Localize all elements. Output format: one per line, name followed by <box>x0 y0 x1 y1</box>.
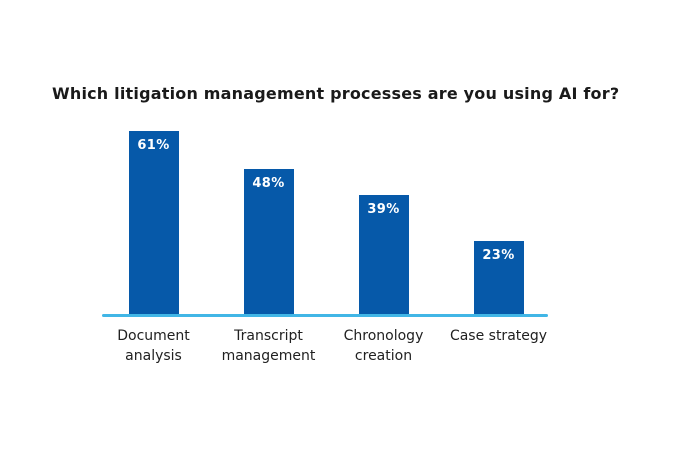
bar-document-analysis: 61% <box>128 131 179 316</box>
bar-value-label: 61% <box>137 138 170 153</box>
bar-column: 39% <box>326 100 441 316</box>
category-label-transcript-management: Transcript management <box>221 328 316 365</box>
bar-value-label: 23% <box>482 248 515 263</box>
bar-value-label: 48% <box>252 176 285 191</box>
category-axis-labels: Document analysis Transcript management … <box>96 326 556 366</box>
bar-chronology-creation: 39% <box>358 195 409 316</box>
category-label-chronology-creation: Chronology creation <box>343 328 424 365</box>
bar-column: 61% <box>96 100 211 316</box>
category-label-document-analysis: Document analysis <box>117 328 190 365</box>
category-label-case-strategy: Case strategy <box>449 328 548 344</box>
chart-title: Which litigation management processes ar… <box>52 84 620 103</box>
bar-case-strategy: 23% <box>473 241 524 316</box>
bar-column: 48% <box>211 100 326 316</box>
bar-plot-area: 61% 48% 39% 23% <box>96 100 556 316</box>
bar-column: 23% <box>441 100 556 316</box>
bar-transcript-management: 48% <box>243 169 294 316</box>
x-axis-line <box>102 314 548 317</box>
bar-value-label: 39% <box>367 202 400 217</box>
